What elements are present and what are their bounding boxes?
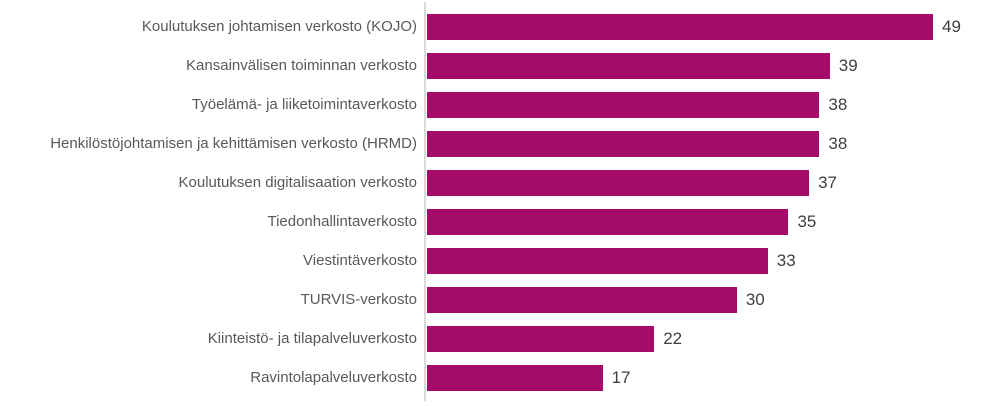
category-label: Henkilöstöjohtamisen ja kehittämisen ver… [50, 134, 417, 152]
value-label: 39 [838, 55, 858, 75]
chart-row: Henkilöstöjohtamisen ja kehittämisen ver… [0, 124, 995, 163]
plot-area: 17 [427, 358, 995, 397]
category-label: Kansainvälisen toiminnan verkosto [186, 56, 417, 74]
bar [427, 52, 830, 79]
value-label: 38 [828, 94, 848, 114]
bar [427, 91, 820, 118]
bar [427, 208, 789, 235]
bar [427, 130, 820, 157]
chart-row: Koulutuksen digitalisaation verkosto 37 [0, 163, 995, 202]
plot-area: 38 [427, 124, 995, 163]
chart-row: Kiinteistö- ja tilapalveluverkosto 22 [0, 319, 995, 358]
value-label: 38 [828, 133, 848, 153]
plot-area: 38 [427, 85, 995, 124]
category-label: Viestintäverkosto [303, 251, 417, 269]
chart-row: Tiedonhallintaverkosto 35 [0, 202, 995, 241]
category-label: Tiedonhallintaverkosto [267, 212, 417, 230]
chart-row: Kansainvälisen toiminnan verkosto 39 [0, 46, 995, 85]
y-axis-line [424, 2, 426, 401]
bar [427, 13, 934, 40]
chart-row: Viestintäverkosto 33 [0, 241, 995, 280]
category-label: Koulutuksen johtamisen verkosto (KOJO) [141, 17, 417, 35]
bar [427, 286, 737, 313]
bar [427, 247, 768, 274]
chart-row: TURVIS-verkosto 30 [0, 280, 995, 319]
value-label: 22 [663, 328, 683, 348]
value-label: 37 [818, 172, 838, 192]
plot-area: 39 [427, 46, 995, 85]
plot-area: 35 [427, 202, 995, 241]
category-label: TURVIS-verkosto [300, 290, 417, 308]
plot-area: 30 [427, 280, 995, 319]
value-label: 49 [942, 16, 961, 36]
category-label: Koulutuksen digitalisaation verkosto [178, 173, 417, 191]
value-label: 30 [745, 289, 765, 309]
bar [427, 364, 603, 391]
value-label: 17 [611, 367, 631, 387]
chart-row: Työelämä- ja liiketoimintaverkosto 38 [0, 85, 995, 124]
plot-area: 22 [427, 319, 995, 358]
bar [427, 169, 810, 196]
bar [427, 325, 655, 352]
plot-area: 33 [427, 241, 995, 280]
value-label: 35 [797, 211, 817, 231]
value-label: 33 [776, 250, 796, 270]
chart-row: Koulutuksen johtamisen verkosto (KOJO) 4… [0, 7, 995, 46]
chart-row: Ravintolapalveluverkosto 17 [0, 358, 995, 397]
plot-area: 49 [427, 7, 995, 46]
category-label: Ravintolapalveluverkosto [250, 368, 417, 386]
category-label: Työelämä- ja liiketoimintaverkosto [191, 95, 417, 113]
category-label: Kiinteistö- ja tilapalveluverkosto [207, 329, 417, 347]
plot-area: 37 [427, 163, 995, 202]
